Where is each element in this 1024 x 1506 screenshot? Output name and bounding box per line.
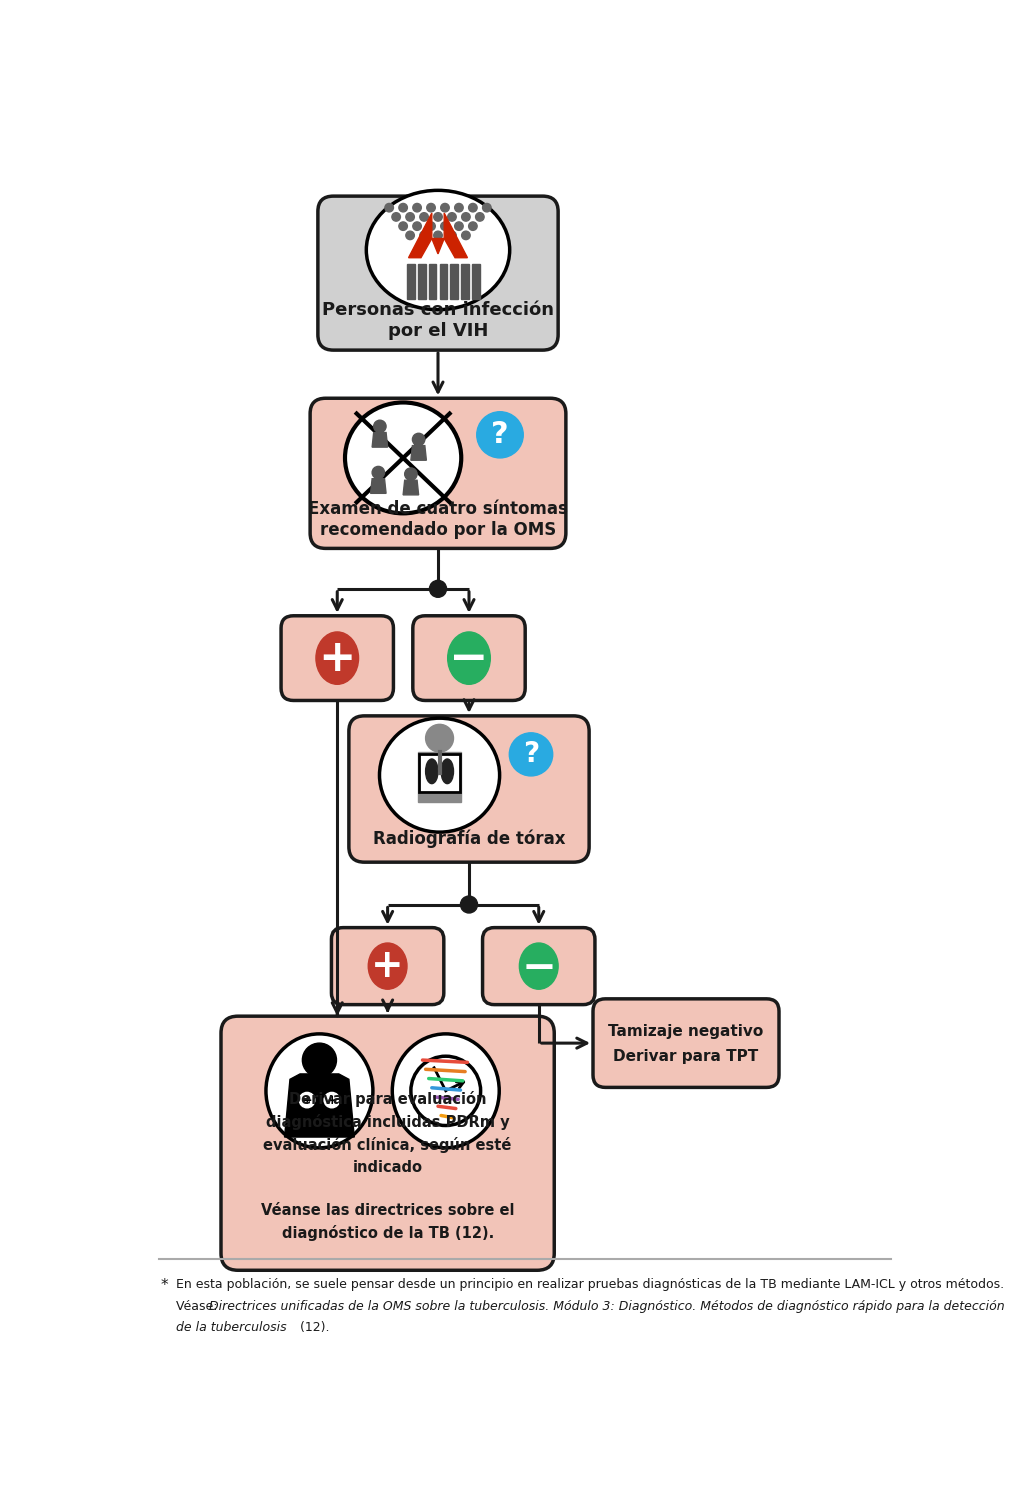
Text: −: − — [450, 637, 488, 682]
Text: Véase:: Véase: — [176, 1300, 221, 1313]
FancyBboxPatch shape — [221, 1017, 554, 1270]
Bar — [420, 753, 460, 792]
Text: En esta población, se suele pensar desde un principio en realizar pruebas diagnó: En esta población, se suele pensar desde… — [176, 1279, 1005, 1291]
Text: Examen de cuatro síntomas
recomendado por la OMS: Examen de cuatro síntomas recomendado po… — [308, 500, 568, 539]
Ellipse shape — [392, 1035, 500, 1148]
FancyBboxPatch shape — [482, 928, 595, 1005]
Bar — [418, 751, 461, 803]
Text: Tamizaje negativo: Tamizaje negativo — [608, 1024, 764, 1039]
Circle shape — [302, 1044, 337, 1077]
Circle shape — [462, 212, 470, 221]
FancyBboxPatch shape — [413, 616, 525, 700]
Circle shape — [469, 221, 477, 230]
Text: −: − — [521, 947, 556, 988]
Ellipse shape — [266, 1035, 373, 1148]
Circle shape — [420, 230, 428, 239]
Circle shape — [406, 230, 415, 239]
Circle shape — [413, 434, 425, 446]
Ellipse shape — [519, 943, 558, 989]
Circle shape — [372, 467, 385, 479]
Circle shape — [392, 212, 400, 221]
Ellipse shape — [441, 759, 454, 783]
Circle shape — [426, 724, 454, 751]
Text: +: + — [327, 1093, 337, 1107]
Polygon shape — [403, 480, 419, 495]
Polygon shape — [371, 479, 386, 494]
Circle shape — [406, 212, 415, 221]
FancyBboxPatch shape — [349, 715, 589, 861]
Bar — [461, 264, 469, 298]
Circle shape — [374, 420, 386, 432]
Circle shape — [399, 203, 408, 212]
Circle shape — [420, 212, 428, 221]
Circle shape — [429, 580, 446, 598]
Bar — [407, 264, 415, 298]
Text: +: + — [318, 637, 356, 679]
Circle shape — [434, 230, 442, 239]
Polygon shape — [432, 238, 444, 255]
Circle shape — [434, 212, 442, 221]
Ellipse shape — [380, 718, 500, 833]
Polygon shape — [409, 212, 432, 258]
FancyBboxPatch shape — [310, 398, 566, 548]
Circle shape — [447, 212, 457, 221]
Ellipse shape — [426, 759, 438, 783]
Polygon shape — [285, 1074, 354, 1137]
Circle shape — [299, 1092, 314, 1108]
Circle shape — [404, 468, 417, 480]
Bar — [429, 264, 436, 298]
Text: *: * — [161, 1279, 168, 1294]
Circle shape — [413, 221, 421, 230]
Text: +: + — [302, 1093, 312, 1107]
Circle shape — [455, 221, 463, 230]
Ellipse shape — [316, 633, 358, 684]
Bar — [451, 264, 458, 298]
Circle shape — [469, 203, 477, 212]
Text: ?: ? — [523, 741, 539, 768]
FancyBboxPatch shape — [281, 616, 393, 700]
Bar — [418, 264, 426, 298]
Polygon shape — [372, 432, 388, 447]
Circle shape — [455, 203, 463, 212]
Text: Directrices unificadas de la OMS sobre la tuberculosis. Módulo 3: Diagnóstico. M: Directrices unificadas de la OMS sobre l… — [209, 1300, 1005, 1313]
Ellipse shape — [369, 943, 407, 989]
FancyBboxPatch shape — [593, 998, 779, 1087]
Circle shape — [462, 230, 470, 239]
Text: de la tuberculosis: de la tuberculosis — [176, 1321, 287, 1334]
Circle shape — [427, 203, 435, 212]
FancyBboxPatch shape — [317, 196, 558, 349]
Polygon shape — [444, 212, 467, 258]
Text: (12).: (12). — [296, 1321, 330, 1334]
Text: +: + — [372, 947, 403, 985]
Bar — [439, 264, 447, 298]
Circle shape — [324, 1092, 340, 1108]
Circle shape — [482, 203, 492, 212]
Circle shape — [461, 896, 477, 913]
Circle shape — [413, 203, 421, 212]
Circle shape — [427, 221, 435, 230]
Polygon shape — [411, 446, 426, 461]
FancyBboxPatch shape — [332, 928, 443, 1005]
Circle shape — [477, 411, 523, 458]
Ellipse shape — [367, 190, 510, 310]
Circle shape — [509, 733, 553, 776]
Circle shape — [385, 203, 393, 212]
Text: Personas con infección
por el VIH: Personas con infección por el VIH — [322, 301, 554, 340]
Circle shape — [447, 230, 457, 239]
Circle shape — [440, 221, 450, 230]
Ellipse shape — [345, 402, 461, 514]
Circle shape — [440, 203, 450, 212]
Text: Derivar para TPT: Derivar para TPT — [613, 1050, 759, 1065]
Text: ?: ? — [492, 420, 509, 449]
Text: Derivar para evaluación
diagnóstica incluidas PDRm y
evaluación clínica, según e: Derivar para evaluación diagnóstica incl… — [261, 1092, 514, 1241]
Bar — [420, 753, 460, 792]
Circle shape — [475, 212, 484, 221]
Bar — [472, 264, 480, 298]
Circle shape — [399, 221, 408, 230]
Ellipse shape — [447, 633, 490, 684]
Text: Radiografía de tórax: Radiografía de tórax — [373, 830, 565, 848]
